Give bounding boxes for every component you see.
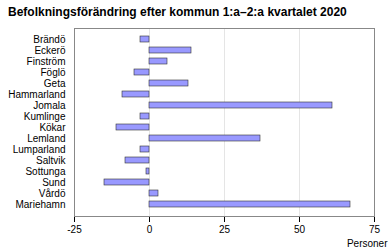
svg-text:Kökar: Kökar bbox=[39, 122, 66, 133]
svg-text:Sund: Sund bbox=[42, 177, 65, 188]
svg-text:Hammarland: Hammarland bbox=[8, 89, 65, 100]
svg-text:Vårdö: Vårdö bbox=[39, 188, 66, 199]
svg-text:Geta: Geta bbox=[44, 78, 66, 89]
svg-text:25: 25 bbox=[219, 224, 231, 235]
svg-text:Föglö: Föglö bbox=[40, 67, 65, 78]
svg-text:Personer: Personer bbox=[347, 238, 388, 249]
svg-text:75: 75 bbox=[369, 224, 381, 235]
svg-text:Brändö: Brändö bbox=[33, 34, 66, 45]
svg-text:-25: -25 bbox=[67, 224, 82, 235]
svg-text:Lemland: Lemland bbox=[27, 133, 65, 144]
svg-text:Jomala: Jomala bbox=[33, 100, 66, 111]
svg-text:Finström: Finström bbox=[27, 56, 66, 67]
svg-text:0: 0 bbox=[147, 224, 153, 235]
svg-text:Kumlinge: Kumlinge bbox=[24, 111, 66, 122]
svg-text:Mariehamn: Mariehamn bbox=[15, 199, 65, 210]
html-text:Befolkningsförändring efter ko: Befolkningsförändring efter kommun 1:a–2… bbox=[8, 5, 347, 19]
svg-text:Saltvik: Saltvik bbox=[36, 155, 66, 166]
svg-text:50: 50 bbox=[294, 224, 306, 235]
svg-text:Eckerö: Eckerö bbox=[34, 45, 66, 56]
svg-text:Sottunga: Sottunga bbox=[25, 166, 65, 177]
svg-text:Lumparland: Lumparland bbox=[13, 144, 66, 155]
